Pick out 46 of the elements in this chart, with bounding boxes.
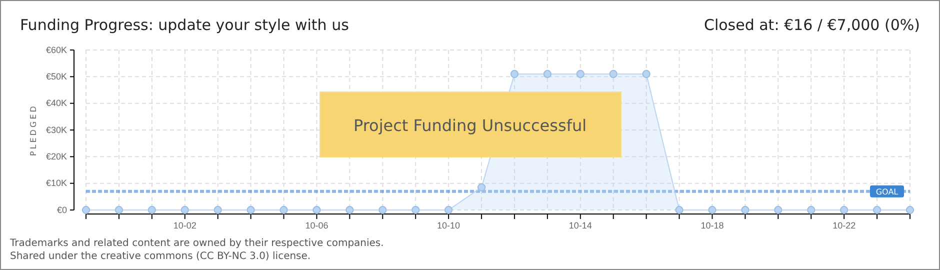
y-axis-title: PLEDGED — [29, 104, 38, 156]
point — [280, 206, 288, 214]
point — [148, 206, 156, 214]
point — [675, 206, 684, 214]
point — [346, 206, 354, 214]
point — [906, 206, 914, 214]
point — [642, 70, 650, 78]
point — [82, 206, 90, 214]
point — [840, 206, 848, 214]
point — [708, 206, 716, 214]
y-tick-label: €60K — [46, 44, 67, 55]
annotation: Project Funding Unsuccessful — [353, 116, 587, 135]
x-tick-label: 10-18 — [700, 220, 724, 230]
x-tick-label: 10-22 — [832, 220, 856, 230]
point — [246, 206, 255, 214]
point — [114, 206, 124, 214]
point — [543, 70, 552, 78]
point — [774, 206, 782, 214]
text: Trademarks and related content are owned by their respective companies. — [9, 238, 384, 249]
chart-subtitle: Closed at: €16 / €7,000 (0%) — [704, 16, 920, 34]
ref-line-label: GOAL — [876, 187, 899, 196]
y-tick-label: €30K — [46, 124, 67, 135]
x-tick-label: 10-10 — [437, 220, 460, 230]
point — [312, 206, 321, 214]
y-tick-label: €50K — [46, 72, 67, 82]
x-tick-label: 10-14 — [568, 220, 592, 230]
y-tick-label: €40K — [46, 98, 67, 108]
y-tick-label: €10K — [46, 178, 67, 188]
point — [214, 206, 222, 214]
point — [477, 183, 486, 192]
point — [807, 206, 816, 214]
y-tick-label: €0 — [56, 204, 67, 215]
point — [609, 70, 618, 78]
point — [378, 206, 387, 214]
point — [741, 206, 750, 214]
point — [444, 206, 453, 214]
chart-title: Funding Progress: update your style with us — [20, 16, 350, 34]
point — [872, 206, 882, 214]
text: Shared under the creative commons (CC BY-NC 3.0) license. — [10, 251, 311, 262]
x-tick-label: 10-06 — [305, 220, 328, 230]
point — [576, 70, 584, 78]
point — [180, 206, 189, 214]
y-tick-label: €20K — [46, 152, 67, 162]
point — [412, 206, 420, 214]
x-tick-label: 10-02 — [173, 220, 196, 230]
point — [510, 70, 519, 78]
